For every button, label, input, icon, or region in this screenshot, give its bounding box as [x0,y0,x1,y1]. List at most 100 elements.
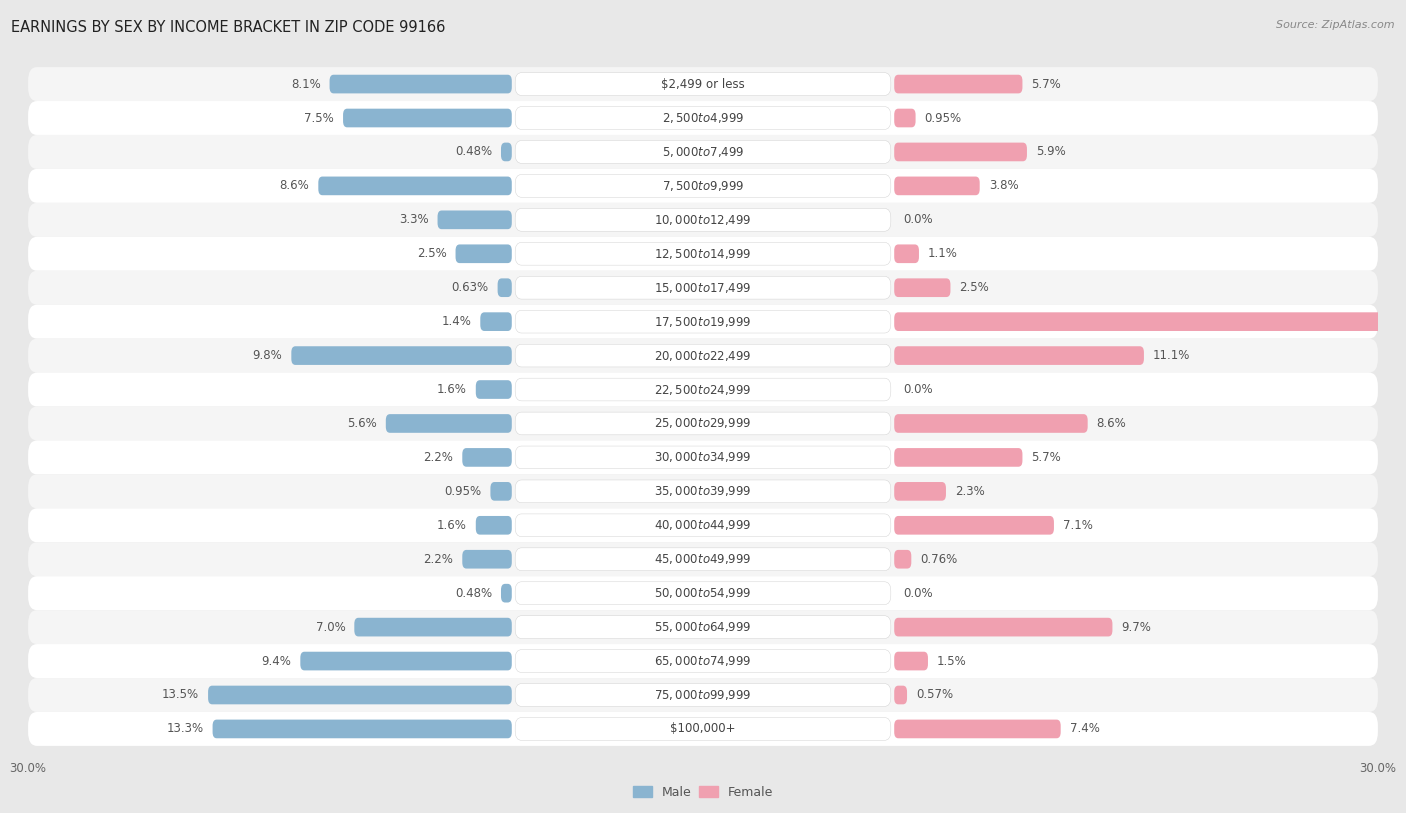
FancyBboxPatch shape [28,203,1378,237]
Text: 7.5%: 7.5% [304,111,335,124]
FancyBboxPatch shape [28,305,1378,339]
FancyBboxPatch shape [515,72,891,95]
Text: 0.76%: 0.76% [921,553,957,566]
FancyBboxPatch shape [894,516,1054,535]
FancyBboxPatch shape [456,245,512,263]
Text: 8.6%: 8.6% [280,180,309,193]
FancyBboxPatch shape [894,448,1022,467]
FancyBboxPatch shape [515,208,891,231]
FancyBboxPatch shape [515,582,891,605]
FancyBboxPatch shape [894,245,920,263]
Text: 7.4%: 7.4% [1070,723,1099,736]
Legend: Male, Female: Male, Female [633,786,773,799]
FancyBboxPatch shape [515,175,891,198]
FancyBboxPatch shape [894,176,980,195]
Text: $25,000 to $29,999: $25,000 to $29,999 [654,416,752,430]
FancyBboxPatch shape [475,380,512,399]
FancyBboxPatch shape [515,446,891,469]
Text: 2.2%: 2.2% [423,451,453,464]
FancyBboxPatch shape [318,176,512,195]
FancyBboxPatch shape [501,584,512,602]
FancyBboxPatch shape [894,414,1088,433]
FancyBboxPatch shape [894,720,1060,738]
FancyBboxPatch shape [28,406,1378,441]
Text: 0.0%: 0.0% [903,587,932,600]
FancyBboxPatch shape [475,516,512,535]
FancyBboxPatch shape [28,339,1378,372]
FancyBboxPatch shape [515,514,891,537]
Text: $12,500 to $14,999: $12,500 to $14,999 [654,247,752,261]
FancyBboxPatch shape [463,550,512,568]
FancyBboxPatch shape [28,610,1378,644]
FancyBboxPatch shape [28,67,1378,101]
Text: 5.9%: 5.9% [1036,146,1066,159]
Text: $100,000+: $100,000+ [671,723,735,736]
FancyBboxPatch shape [515,412,891,435]
Text: 1.1%: 1.1% [928,247,957,260]
FancyBboxPatch shape [515,650,891,672]
FancyBboxPatch shape [28,508,1378,542]
FancyBboxPatch shape [894,550,911,568]
FancyBboxPatch shape [28,372,1378,406]
FancyBboxPatch shape [515,107,891,129]
Text: 5.7%: 5.7% [1032,451,1062,464]
FancyBboxPatch shape [481,312,512,331]
Text: $40,000 to $44,999: $40,000 to $44,999 [654,519,752,533]
Text: $65,000 to $74,999: $65,000 to $74,999 [654,654,752,668]
FancyBboxPatch shape [515,311,891,333]
FancyBboxPatch shape [894,109,915,128]
FancyBboxPatch shape [354,618,512,637]
FancyBboxPatch shape [28,712,1378,746]
Text: 1.5%: 1.5% [936,654,967,667]
FancyBboxPatch shape [515,684,891,706]
Text: 9.4%: 9.4% [262,654,291,667]
FancyBboxPatch shape [208,685,512,704]
FancyBboxPatch shape [515,548,891,571]
FancyBboxPatch shape [515,242,891,265]
Text: 7.1%: 7.1% [1063,519,1092,532]
Text: 13.5%: 13.5% [162,689,200,702]
Text: 7.0%: 7.0% [315,620,346,633]
Text: $15,000 to $17,499: $15,000 to $17,499 [654,280,752,294]
Text: Source: ZipAtlas.com: Source: ZipAtlas.com [1277,20,1395,30]
Text: 9.8%: 9.8% [253,349,283,362]
FancyBboxPatch shape [498,278,512,297]
FancyBboxPatch shape [515,480,891,502]
FancyBboxPatch shape [385,414,512,433]
Text: $10,000 to $12,499: $10,000 to $12,499 [654,213,752,227]
FancyBboxPatch shape [28,441,1378,474]
Text: $2,500 to $4,999: $2,500 to $4,999 [662,111,744,125]
Text: 3.3%: 3.3% [399,213,429,226]
Text: $35,000 to $39,999: $35,000 to $39,999 [654,485,752,498]
Text: $2,499 or less: $2,499 or less [661,77,745,90]
FancyBboxPatch shape [28,678,1378,712]
FancyBboxPatch shape [212,720,512,738]
Text: 8.1%: 8.1% [291,77,321,90]
FancyBboxPatch shape [28,474,1378,508]
FancyBboxPatch shape [28,101,1378,135]
Text: 2.2%: 2.2% [423,553,453,566]
FancyBboxPatch shape [28,169,1378,203]
Text: 5.6%: 5.6% [347,417,377,430]
Text: 0.57%: 0.57% [917,689,953,702]
Text: 5.7%: 5.7% [1032,77,1062,90]
FancyBboxPatch shape [28,644,1378,678]
Text: 2.3%: 2.3% [955,485,984,498]
FancyBboxPatch shape [463,448,512,467]
FancyBboxPatch shape [515,344,891,367]
Text: $45,000 to $49,999: $45,000 to $49,999 [654,552,752,566]
FancyBboxPatch shape [894,652,928,671]
FancyBboxPatch shape [894,482,946,501]
Text: $22,500 to $24,999: $22,500 to $24,999 [654,383,752,397]
FancyBboxPatch shape [894,346,1144,365]
FancyBboxPatch shape [437,211,512,229]
Text: 0.0%: 0.0% [903,383,932,396]
Text: 1.6%: 1.6% [437,383,467,396]
Text: EARNINGS BY SEX BY INCOME BRACKET IN ZIP CODE 99166: EARNINGS BY SEX BY INCOME BRACKET IN ZIP… [11,20,446,35]
Text: $17,500 to $19,999: $17,500 to $19,999 [654,315,752,328]
Text: 2.5%: 2.5% [959,281,990,294]
FancyBboxPatch shape [515,718,891,741]
FancyBboxPatch shape [894,142,1026,161]
FancyBboxPatch shape [491,482,512,501]
FancyBboxPatch shape [28,135,1378,169]
